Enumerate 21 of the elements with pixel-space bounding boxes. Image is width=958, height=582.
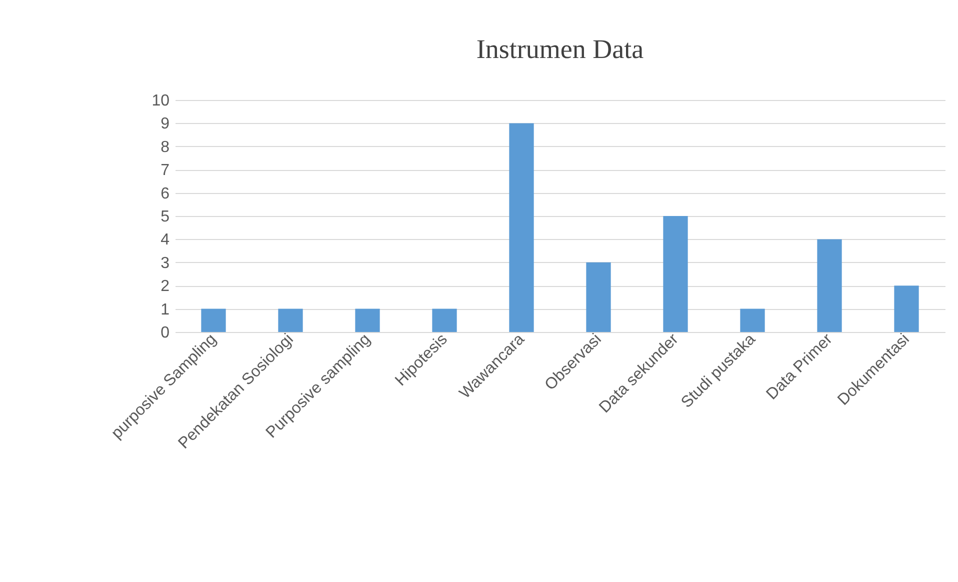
bar xyxy=(817,239,842,332)
y-tick-label: 7 xyxy=(160,162,170,180)
bar xyxy=(894,286,919,332)
bar xyxy=(509,123,534,332)
bar xyxy=(663,216,688,332)
bar xyxy=(432,308,457,332)
bar xyxy=(278,308,303,332)
y-tick-label: 6 xyxy=(160,185,170,202)
chart-title: Instrumen Data xyxy=(476,34,644,64)
y-tick-label: 8 xyxy=(160,138,170,156)
y-tick-label: 2 xyxy=(160,278,170,296)
y-tick-label: 9 xyxy=(160,116,170,133)
y-tick-label: 10 xyxy=(152,92,170,110)
bar xyxy=(740,308,765,332)
bar xyxy=(201,308,226,332)
bar xyxy=(355,308,380,332)
y-tick-label: 4 xyxy=(160,232,170,249)
y-tick-label: 1 xyxy=(160,301,170,318)
y-tick-label: 5 xyxy=(160,208,170,226)
bar xyxy=(586,262,611,332)
y-tick-label: 3 xyxy=(160,254,170,272)
